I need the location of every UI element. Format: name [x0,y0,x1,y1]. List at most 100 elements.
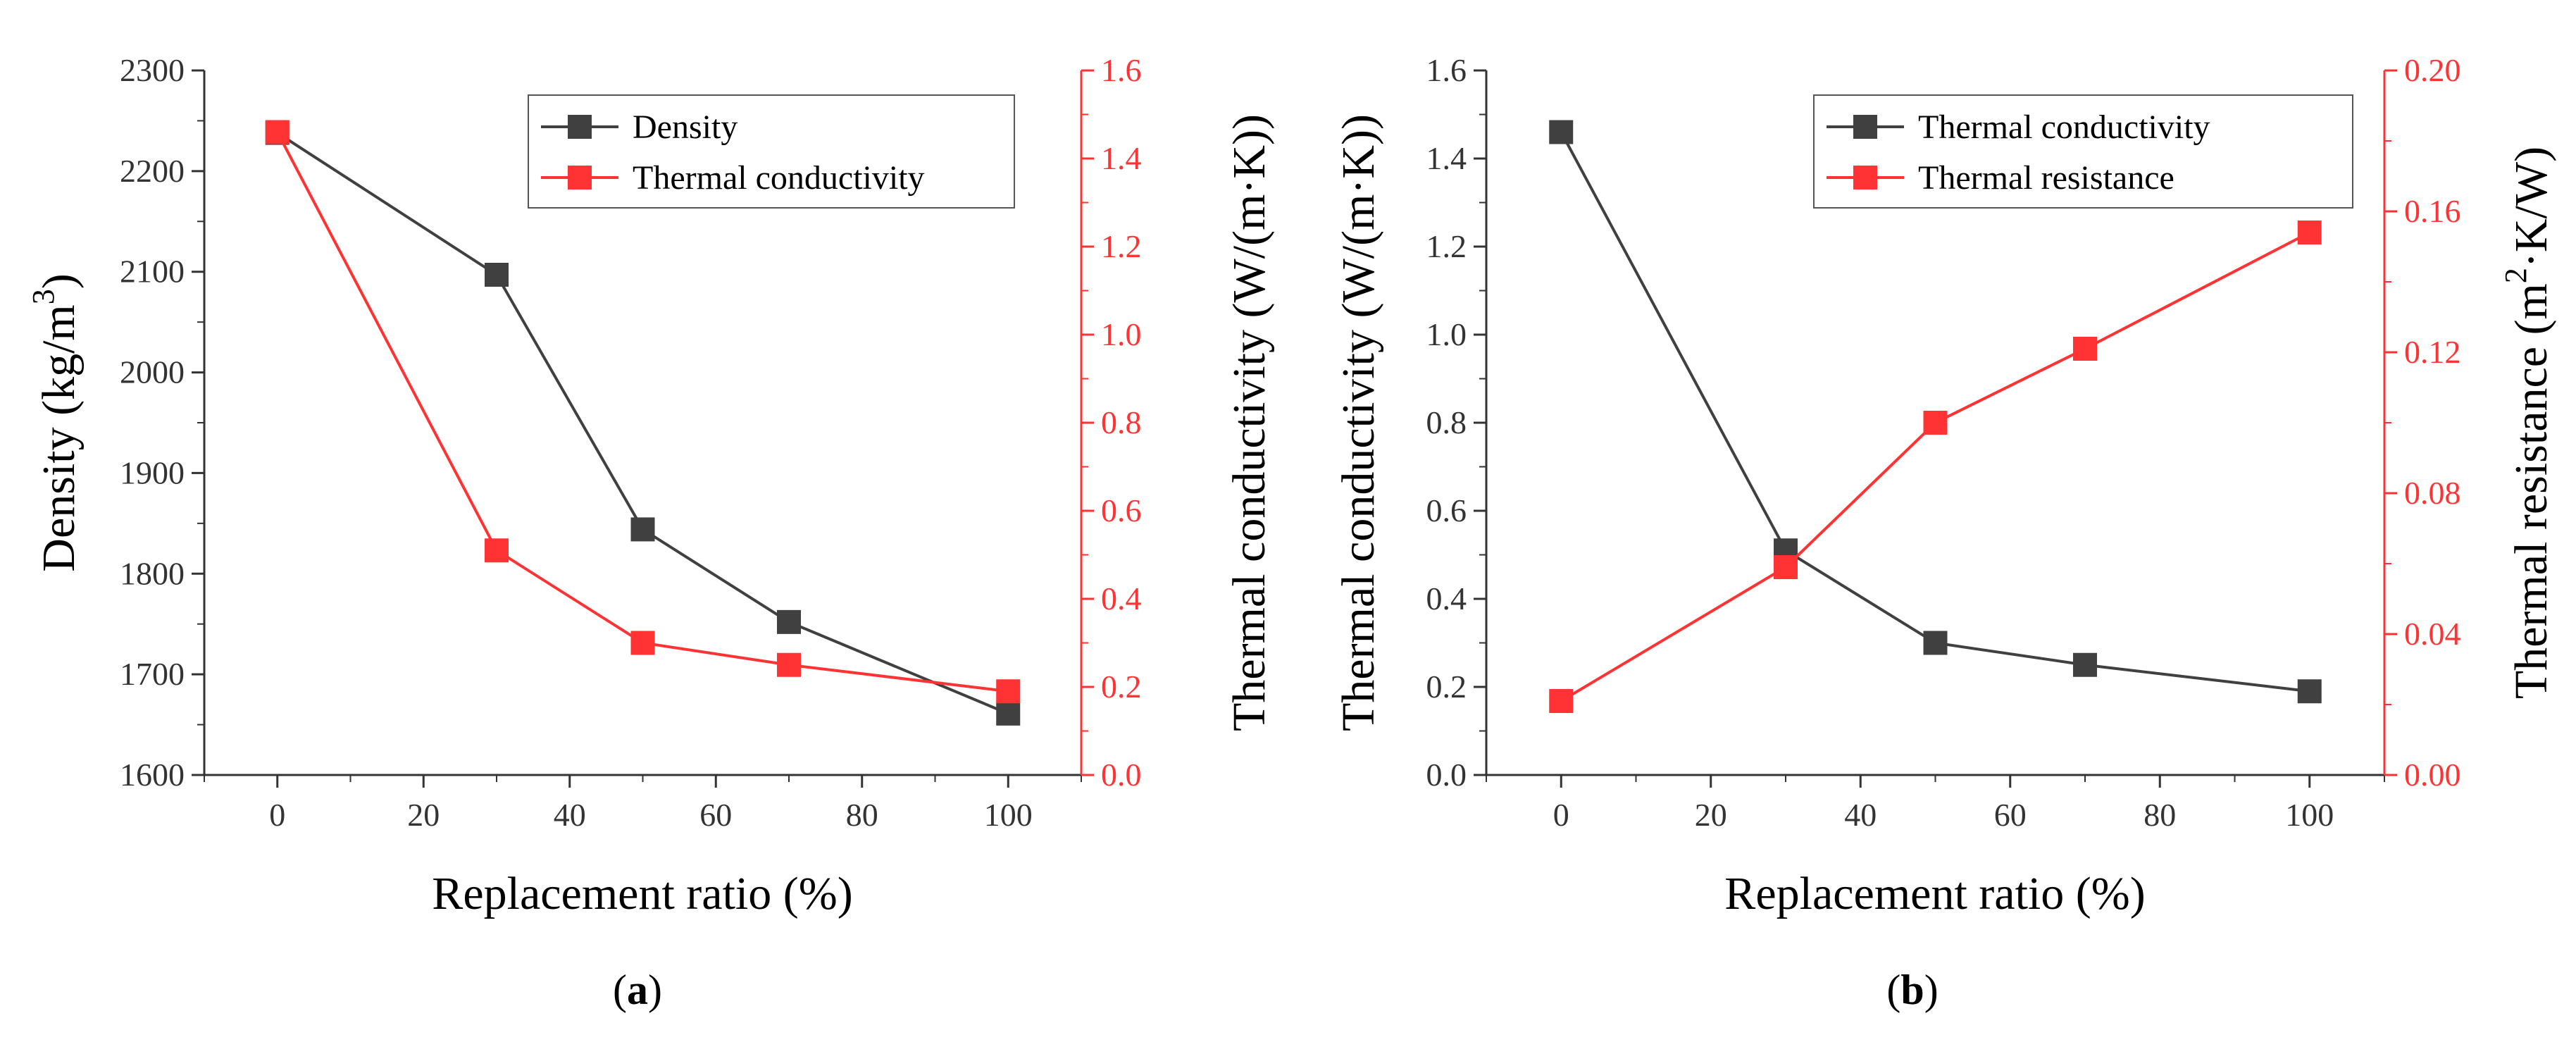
right-tick-label: 0.0 [1101,757,1142,793]
data-point [1774,555,1798,579]
legend-marker [1853,166,1877,190]
caption-close: ) [1924,967,1939,1013]
data-point [777,652,801,677]
panel-caption: (b) [1886,967,1938,1013]
caption-close: ) [648,967,662,1013]
left-tick-label: 0.8 [1426,404,1467,440]
left-tick-label: 1.2 [1426,228,1467,264]
caption-open: ( [613,967,627,1013]
left-axis-title: Thermal conductivity (W/(m·K)) [1333,114,1384,731]
x-tick-label: 0 [1553,797,1569,833]
left-tick-label: 2200 [120,153,185,189]
legend-label: Thermal conductivity [1918,108,2210,146]
left-tick-label: 1.6 [1426,52,1467,88]
left-tick-label: 1700 [120,656,185,692]
right-tick-label: 0.6 [1101,492,1142,528]
series-thermal-conductivity [265,120,1021,704]
series-line [275,131,1009,693]
left-tick-label: 2300 [120,52,185,88]
left-axis-title: Density (kg/m3) [26,273,85,571]
x-tick-label: 100 [984,797,1033,833]
right-tick-label: 0.08 [2404,475,2461,511]
right-tick-label: 1.0 [1101,316,1142,352]
legend: Thermal conductivity Thermal resistance [1813,94,2353,209]
right-axis-title-main: Thermal conductivity (W/(m·K)) [1224,114,1275,731]
right-tick-label: 0.12 [2404,334,2461,370]
chart-a: 0 20 40 60 80 100 1600 1700 1800 1900 2000 2100 2200… [26,52,1276,1013]
legend-label: Thermal resistance [1918,159,2174,197]
data-point [485,263,509,287]
right-tick-label: 0.2 [1101,669,1142,705]
x-tick-label: 80 [846,797,878,833]
data-point [630,517,655,542]
series-thermal-conductivity [1549,120,2322,704]
right-tick-label: 0.4 [1101,581,1142,616]
left-axis-title-main: Thermal conductivity (W/(m·K)) [1333,114,1384,731]
data-point [2297,679,2322,704]
legend-label: Density [633,108,738,146]
right-tick-label: 0.00 [2404,757,2461,793]
x-tick-label: 20 [407,797,440,833]
right-tick-label: 1.2 [1101,228,1142,264]
x-axis-title: Replacement ratio (%) [432,868,852,919]
data-point [1923,411,1948,435]
data-point [1923,631,1948,655]
legend-label: Thermal conductivity [633,159,925,197]
x-tick-label: 40 [1844,797,1877,833]
data-point [1549,120,1574,144]
legend: Density Thermal conductivity [528,94,1015,209]
caption-letter: a [627,967,648,1013]
data-point [996,701,1021,726]
data-point [777,609,801,634]
data-point [485,538,509,563]
caption-open: ( [1886,967,1900,1013]
data-point [630,631,655,655]
series-line [276,131,1009,715]
series-thermal-resistance [1549,221,2322,713]
x-tick-label: 60 [699,797,732,833]
left-tick-label: 0.4 [1426,581,1467,616]
chart-b: 0 20 40 60 80 100 0.0 0.2 0.4 0.6 0.8 1.0 1.2 1.4 1.6 0… [1333,52,2557,1013]
x-tick-label: 0 [269,797,285,833]
left-tick-label: 2100 [120,254,185,290]
data-point [2073,652,2097,677]
right-axis-title-main: Thermal resistance (m [2506,283,2557,699]
right-tick-label: 0.20 [2404,52,2461,88]
left-tick-label: 0.6 [1426,492,1467,528]
x-axis-title: Replacement ratio (%) [1724,868,2145,919]
data-point [2297,221,2322,244]
left-tick-label: 0.2 [1426,669,1467,705]
series-line [1560,231,2310,702]
right-axis-title: Thermal resistance (m2·K/W) [2499,147,2558,699]
caption-letter: b [1900,967,1924,1013]
left-tick-label: 1900 [120,454,185,490]
x-tick-label: 40 [554,797,586,833]
left-tick-label: 1.0 [1426,316,1467,352]
data-point [2073,337,2097,361]
legend-box [1813,94,2353,209]
right-axis-title-sup: 2 [2499,268,2533,283]
left-axis-title-main: Density (kg/m [33,304,85,571]
left-tick-label: 0.0 [1426,757,1467,793]
left-tick-label: 1600 [120,757,185,793]
left-tick-label: 1800 [120,555,185,591]
legend-marker [1853,115,1877,139]
right-tick-label: 0.8 [1101,404,1142,440]
x-tick-label: 60 [1994,797,2027,833]
data-point [265,120,290,144]
right-tick-label: 1.6 [1101,52,1142,88]
x-tick-label: 20 [1695,797,1727,833]
left-tick-label: 2000 [120,354,185,390]
right-tick-label: 1.4 [1101,140,1142,176]
right-axis-title-end: ·K/W) [2506,147,2557,268]
right-tick-label: 0.16 [2404,193,2461,229]
legend-marker [568,115,592,139]
right-tick-label: 0.04 [2404,616,2461,652]
data-point [1549,689,1574,713]
legend-marker [568,166,592,190]
left-axis-title-end: ) [33,273,85,289]
left-axis-title-sup: 3 [26,289,61,304]
legend-box [528,94,1015,209]
right-axis-title: Thermal conductivity (W/(m·K)) [1224,114,1275,731]
